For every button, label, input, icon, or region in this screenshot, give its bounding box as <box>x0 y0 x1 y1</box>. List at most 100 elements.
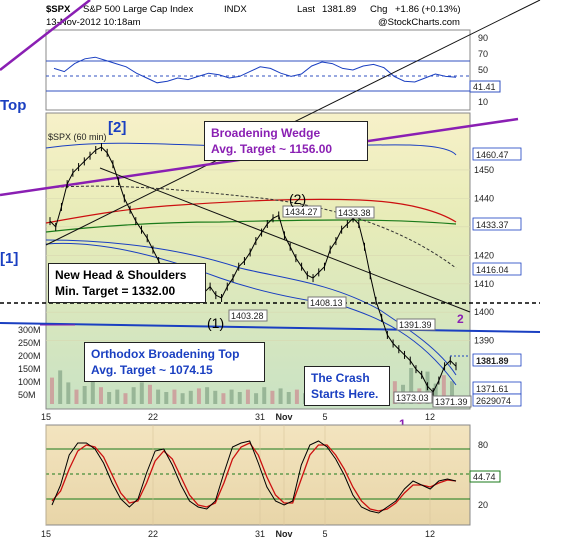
price-badge: 1460.47 <box>476 150 509 160</box>
x-tick-label: 12 <box>425 529 435 539</box>
volume-tick-label: 150M <box>18 364 41 374</box>
volume-bar <box>98 387 103 404</box>
x-tick-label: 5 <box>322 529 327 539</box>
chg-label: Chg <box>370 4 387 15</box>
volume-bar <box>254 393 259 404</box>
volume-bar <box>82 386 87 404</box>
broadening-top-blue-line <box>0 322 541 333</box>
price-badge: 2629074 <box>476 396 511 406</box>
x-tick-label: 15 <box>41 412 51 422</box>
volume-bar <box>213 390 218 404</box>
volume-bar <box>237 392 242 404</box>
crash-box: The Crash Starts Here. <box>304 366 390 406</box>
price-badge: 1371.61 <box>476 384 509 394</box>
price-tick-label: 1420 <box>474 250 494 260</box>
value-label-1433: 1433.38 <box>338 208 371 218</box>
datetime-label: 13-Nov-2012 10:18am <box>46 17 141 28</box>
last-label: Last <box>297 4 315 15</box>
chg-value: +1.86 (+0.13%) <box>395 4 461 15</box>
rsi-line <box>53 56 457 84</box>
x-tick-label: 15 <box>41 529 51 539</box>
volume-bar <box>245 389 250 404</box>
x-tick-label: 22 <box>148 412 158 422</box>
volume-bar <box>66 382 71 404</box>
exchange-label: INDX <box>224 4 247 15</box>
stoch-tick-label: 20 <box>478 500 488 510</box>
broadening-wedge-box: Broadening Wedge Avg. Target ~ 1156.00 <box>204 121 368 161</box>
interval-label: $SPX (60 min) <box>48 132 107 142</box>
head-shoulders-line1: New Head & Shoulders <box>55 268 187 282</box>
volume-bar <box>139 382 144 404</box>
volume-bar <box>123 393 128 404</box>
rsi-tick-label: 10 <box>478 97 488 107</box>
volume-bar <box>147 384 152 404</box>
x-tick-label: 31 <box>255 529 265 539</box>
volume-bar <box>74 389 79 404</box>
price-tick-label: 1390 <box>474 336 494 346</box>
bb-lower <box>45 242 457 386</box>
volume-bar <box>156 389 161 404</box>
stochastic-panel <box>45 424 471 526</box>
volume-bar <box>221 393 226 404</box>
wave-2-bracket: [2] <box>108 119 126 136</box>
price-badge: 1433.37 <box>476 220 509 230</box>
wave-1-small: 1 <box>399 417 406 431</box>
volume-bar <box>270 390 275 404</box>
volume-bar <box>164 392 169 404</box>
volume-bar <box>107 392 112 404</box>
x-tick-label: 12 <box>425 412 435 422</box>
stoch-badge: 44.74 <box>473 472 496 482</box>
volume-bar <box>294 389 299 404</box>
stoch-k-line <box>51 440 457 514</box>
crash-line1: The Crash <box>311 371 370 385</box>
volume-bar <box>205 387 210 404</box>
descending-black-trendline <box>99 167 471 313</box>
wave-1-bracket: [1] <box>0 250 19 267</box>
volume-bar <box>188 390 193 404</box>
volume-bar <box>196 388 201 404</box>
volume-bar <box>180 393 185 404</box>
wave-2-paren: (2) <box>289 191 306 207</box>
value-label-1403: 1403.28 <box>231 311 264 321</box>
volume-bar <box>441 375 446 404</box>
x-tick-label: Nov <box>275 529 292 539</box>
stoch-d-line <box>51 442 457 512</box>
wave-2-small: 2 <box>457 312 464 326</box>
volume-bar <box>450 381 454 404</box>
volume-bar <box>90 380 95 404</box>
x-tick-label: 5 <box>322 412 327 422</box>
symbol-label: $SPX <box>46 4 71 15</box>
volume-bar <box>115 389 120 404</box>
last-value: 1381.89 <box>322 4 356 15</box>
value-label-1434: 1434.27 <box>285 207 318 217</box>
volume-bar <box>172 389 177 404</box>
top-label: Top <box>0 97 27 114</box>
broadening-wedge-line2: Avg. Target ~ 1156.00 <box>211 142 333 156</box>
orthodox-line2: Avg. Target ~ 1074.15 <box>91 363 213 377</box>
crash-line2: Starts Here. <box>311 387 379 401</box>
index-name: S&P 500 Large Cap Index <box>83 4 193 15</box>
head-shoulders-box: New Head & Shoulders Min. Target = 1332.… <box>48 263 206 303</box>
value-label-1408: 1408.13 <box>310 298 343 308</box>
volume-tick-label: 100M <box>18 377 41 387</box>
orthodox-box: Orthodox Broadening Top Avg. Target ~ 10… <box>84 342 265 382</box>
x-tick-label: 22 <box>148 529 158 539</box>
stoch-tick-label: 80 <box>478 440 488 450</box>
wave-1-paren: (1) <box>207 315 224 331</box>
volume-bar <box>131 387 136 404</box>
price-tick-label: 1440 <box>474 193 494 203</box>
volume-tick-label: 300M <box>18 325 41 335</box>
rsi-badge: 41.41 <box>473 82 496 92</box>
volume-bar <box>409 368 414 404</box>
volume-bar <box>278 388 283 404</box>
price-tick-label: 1400 <box>474 307 494 317</box>
price-badge: 1381.89 <box>476 356 509 366</box>
rsi-tick-label: 50 <box>478 65 488 75</box>
volume-bar <box>229 389 234 404</box>
watermark: @StockCharts.com <box>378 17 460 28</box>
rsi-tick-label: 90 <box>478 33 488 43</box>
price-line <box>49 146 457 393</box>
wedge-purple-line-upper <box>0 0 91 71</box>
ma-dashed <box>45 185 457 269</box>
